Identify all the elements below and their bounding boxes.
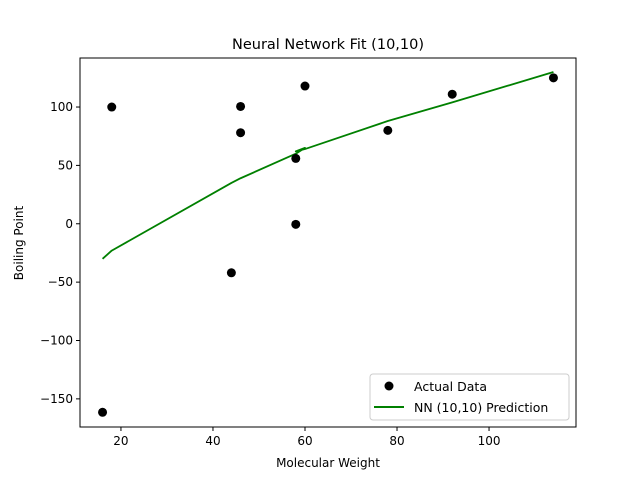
data-point	[226, 268, 236, 278]
y-axis-label: Boiling Point	[12, 206, 26, 281]
plot-frame	[79, 57, 577, 428]
data-point	[300, 81, 310, 91]
plot-area	[79, 57, 577, 428]
data-point	[236, 101, 246, 111]
data-point	[548, 73, 558, 83]
y-tick-label: 0	[65, 217, 73, 231]
x-tick-label: 100	[478, 434, 501, 448]
x-tick-label: 20	[113, 434, 128, 448]
data-point-layer	[98, 73, 558, 417]
y-axis: −150 −100 −50 0 50 100	[40, 100, 80, 406]
y-tick-label: −50	[48, 275, 73, 289]
x-tick-label: 80	[389, 434, 404, 448]
data-point	[291, 153, 301, 163]
y-tick-label: 50	[58, 158, 73, 172]
prediction-line	[101, 71, 554, 260]
data-point	[383, 125, 393, 135]
data-point	[107, 102, 117, 112]
legend-label-prediction: NN (10,10) Prediction	[414, 400, 548, 415]
y-tick-label: 100	[50, 100, 73, 114]
chart-title: Neural Network Fit (10,10)	[232, 37, 424, 53]
data-point	[291, 219, 301, 229]
data-point	[447, 89, 457, 99]
plot-background	[80, 58, 576, 427]
legend-label-actual-data: Actual Data	[414, 379, 487, 394]
legend: Actual Data NN (10,10) Prediction	[369, 373, 570, 421]
legend-marker-actual-data	[384, 381, 394, 391]
prediction-line-layer	[101, 71, 554, 260]
y-tick-label: −150	[40, 392, 73, 406]
legend-box	[369, 373, 570, 421]
x-axis-label: Molecular Weight	[276, 456, 380, 470]
data-point	[236, 128, 246, 138]
x-tick-label: 60	[297, 434, 312, 448]
x-axis: 20 40 60 80 100	[113, 427, 500, 448]
x-tick-label: 40	[205, 434, 220, 448]
data-point	[98, 407, 108, 417]
y-tick-label: −100	[40, 333, 73, 347]
